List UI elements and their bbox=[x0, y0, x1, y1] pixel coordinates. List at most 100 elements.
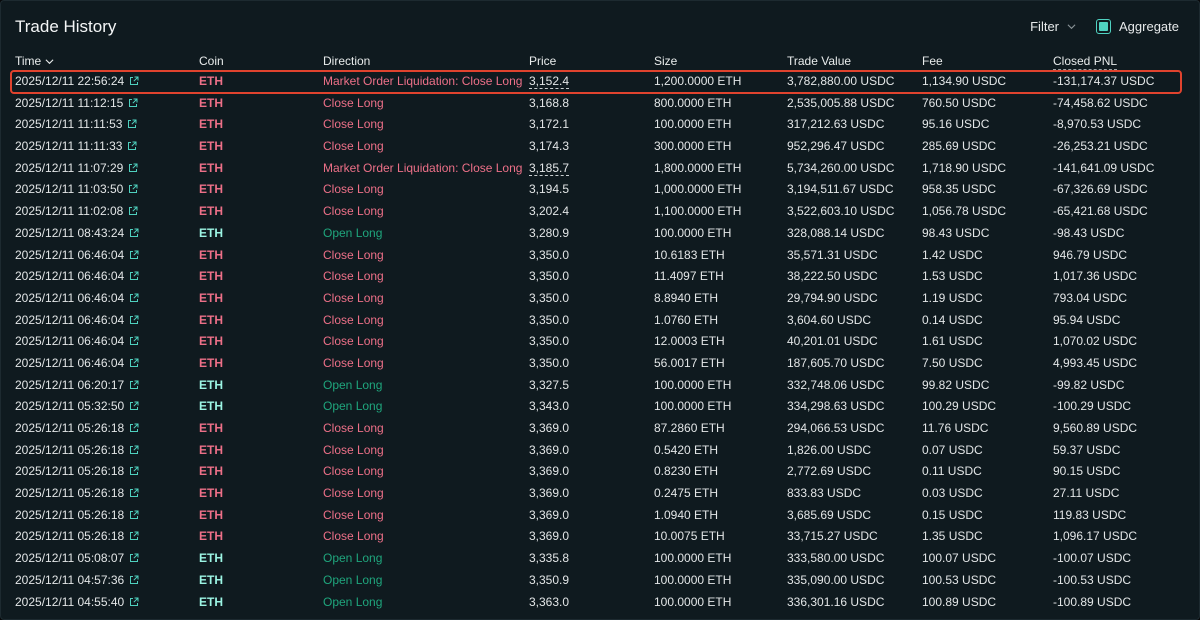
external-link-icon[interactable] bbox=[127, 141, 137, 151]
cell-coin[interactable]: ETH bbox=[199, 225, 223, 240]
external-link-icon[interactable] bbox=[129, 575, 139, 585]
column-header-fee[interactable]: Fee bbox=[922, 54, 943, 68]
external-link-icon[interactable] bbox=[128, 98, 138, 108]
cell-price: 3,202.4 bbox=[529, 201, 569, 223]
filter-dropdown[interactable]: Filter bbox=[1030, 19, 1076, 34]
cell-fee: 958.35 USDC bbox=[922, 182, 997, 197]
cell-coin[interactable]: ETH bbox=[199, 551, 223, 566]
external-link-icon[interactable] bbox=[129, 76, 139, 86]
external-link-icon[interactable] bbox=[129, 336, 139, 346]
cell-coin[interactable]: ETH bbox=[199, 355, 223, 370]
external-link-icon[interactable] bbox=[129, 531, 139, 541]
cell-coin[interactable]: ETH bbox=[199, 594, 223, 609]
column-header-size[interactable]: Size bbox=[654, 54, 678, 68]
external-link-icon[interactable] bbox=[129, 271, 139, 281]
table-row: 2025/12/11 05:26:18 ETH Close Long 3,369.0 8… bbox=[1, 418, 1200, 440]
cell-coin[interactable]: ETH bbox=[199, 290, 223, 305]
cell-coin[interactable]: ETH bbox=[199, 312, 223, 327]
time-text: 2025/12/11 06:46:04 bbox=[15, 290, 125, 305]
price-text: 3,202.4 bbox=[529, 204, 570, 219]
column-header-price[interactable]: Price bbox=[529, 54, 557, 68]
cell-coin[interactable]: ETH bbox=[199, 139, 223, 154]
external-link-icon[interactable] bbox=[128, 163, 138, 173]
cell-direction: Open Long bbox=[323, 377, 383, 392]
cell-size: 300.0000 ETH bbox=[654, 139, 732, 154]
table-row: 2025/12/11 06:46:04 ETH Close Long 3,350.0 1… bbox=[1, 310, 1200, 332]
cell-time: 2025/12/11 22:56:24 bbox=[15, 71, 139, 93]
table-row: 2025/12/11 06:46:04 ETH Close Long 3,350.0 5… bbox=[1, 353, 1200, 375]
cell-closed-pnl: 4,993.45 USDC bbox=[1053, 355, 1138, 370]
external-link-icon[interactable] bbox=[129, 553, 139, 563]
cell-coin[interactable]: ETH bbox=[199, 377, 223, 392]
external-link-icon[interactable] bbox=[129, 466, 139, 476]
column-header-time[interactable]: Time bbox=[15, 54, 54, 68]
cell-coin[interactable]: ETH bbox=[199, 572, 223, 587]
cell-coin[interactable]: ETH bbox=[199, 95, 223, 110]
external-link-icon[interactable] bbox=[129, 401, 139, 411]
cell-coin[interactable]: ETH bbox=[199, 247, 223, 262]
cell-closed-pnl: -8,970.53 USDC bbox=[1053, 117, 1142, 132]
cell-coin[interactable]: ETH bbox=[199, 464, 223, 479]
cell-price: 3,350.0 bbox=[529, 310, 569, 332]
cell-coin[interactable]: ETH bbox=[199, 486, 223, 501]
time-text: 2025/12/11 05:26:18 bbox=[15, 486, 125, 501]
aggregate-toggle[interactable]: Aggregate bbox=[1096, 19, 1179, 34]
external-link-icon[interactable] bbox=[129, 358, 139, 368]
cell-coin[interactable]: ETH bbox=[199, 399, 223, 414]
cell-coin[interactable]: ETH bbox=[199, 117, 223, 132]
external-link-icon[interactable] bbox=[128, 184, 138, 194]
price-text: 3,327.5 bbox=[529, 377, 570, 392]
cell-trade-value: 294,066.53 USDC bbox=[787, 421, 885, 435]
cell-coin[interactable]: ETH bbox=[199, 74, 223, 88]
external-link-icon[interactable] bbox=[128, 206, 138, 216]
cell-coin[interactable]: ETH bbox=[199, 204, 223, 219]
external-link-icon[interactable] bbox=[129, 423, 139, 433]
column-header-trade-value[interactable]: Trade Value bbox=[787, 54, 852, 68]
cell-direction: Close Long bbox=[323, 334, 384, 349]
column-header-coin[interactable]: Coin bbox=[199, 54, 224, 68]
external-link-icon[interactable] bbox=[129, 228, 139, 238]
toolbar: Filter Aggregate bbox=[1030, 19, 1179, 34]
cell-coin[interactable]: ETH bbox=[199, 334, 223, 349]
external-link-icon[interactable] bbox=[129, 488, 139, 498]
time-text: 2025/12/11 11:07:29 bbox=[15, 160, 124, 175]
column-header-direction[interactable]: Direction bbox=[323, 54, 371, 68]
external-link-icon[interactable] bbox=[129, 315, 139, 325]
external-link-icon[interactable] bbox=[129, 597, 139, 607]
table-header: Time Coin Direction Price Size Trade Val… bbox=[1, 53, 1200, 71]
time-text: 2025/12/11 06:46:04 bbox=[15, 334, 125, 349]
cell-price: 3,363.0 bbox=[529, 592, 569, 614]
cell-coin[interactable]: ETH bbox=[199, 182, 223, 197]
external-link-icon[interactable] bbox=[129, 510, 139, 520]
cell-direction: Close Long bbox=[323, 117, 384, 132]
cell-coin[interactable]: ETH bbox=[199, 160, 223, 175]
external-link-icon[interactable] bbox=[127, 119, 137, 129]
cell-coin[interactable]: ETH bbox=[199, 529, 223, 544]
cell-closed-pnl: -99.82 USDC bbox=[1053, 377, 1125, 392]
table-row: 2025/12/11 11:03:50 ETH Close Long 3,194.5 1… bbox=[1, 179, 1200, 201]
cell-time: 2025/12/11 08:43:24 bbox=[15, 223, 139, 245]
cell-price: 3,369.0 bbox=[529, 526, 569, 548]
aggregate-label: Aggregate bbox=[1119, 19, 1179, 34]
price-text: 3,369.0 bbox=[529, 529, 570, 544]
cell-time: 2025/12/11 06:46:04 bbox=[15, 353, 139, 375]
cell-coin[interactable]: ETH bbox=[199, 507, 223, 522]
external-link-icon[interactable] bbox=[129, 380, 139, 390]
cell-fee: 1,134.90 USDC bbox=[922, 74, 1007, 88]
cell-direction: Close Long bbox=[323, 355, 384, 370]
external-link-icon[interactable] bbox=[129, 445, 139, 455]
table-row: 2025/12/11 11:02:08 ETH Close Long 3,202.4 1… bbox=[1, 201, 1200, 223]
cell-trade-value: 33,715.27 USDC bbox=[787, 529, 878, 544]
chevron-down-icon bbox=[1067, 24, 1076, 30]
cell-coin[interactable]: ETH bbox=[199, 442, 223, 457]
table-row: 2025/12/11 06:20:17 ETH Open Long 3,327.5 10… bbox=[1, 375, 1200, 397]
time-text: 2025/12/11 05:26:18 bbox=[15, 507, 125, 522]
cell-coin[interactable]: ETH bbox=[199, 269, 223, 284]
cell-coin[interactable]: ETH bbox=[199, 421, 223, 435]
cell-trade-value: 3,194,511.67 USDC bbox=[787, 182, 894, 197]
aggregate-checkbox[interactable] bbox=[1096, 19, 1111, 34]
column-header-closed-pnl[interactable]: Closed PNL bbox=[1053, 54, 1118, 70]
external-link-icon[interactable] bbox=[129, 250, 139, 260]
table-row: 2025/12/11 11:12:15 ETH Close Long 3,168.8 8… bbox=[1, 93, 1200, 115]
external-link-icon[interactable] bbox=[129, 293, 139, 303]
